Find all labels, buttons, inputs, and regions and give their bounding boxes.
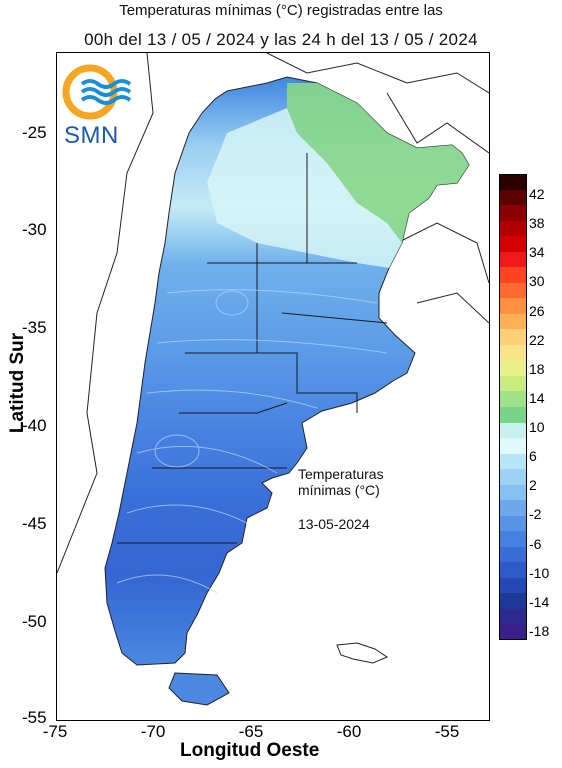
colorbar-swatch	[499, 205, 527, 222]
colorbar-swatch	[499, 313, 527, 330]
map-annotation-line2: mínimas (°C)	[298, 482, 380, 498]
x-axis-label: Longitud Oeste	[180, 740, 320, 761]
colorbar-swatch	[499, 174, 527, 191]
map-annotation-date: 13-05-2024	[298, 516, 370, 532]
colorbar-label: -10	[529, 564, 550, 581]
colorbar-swatch	[499, 220, 527, 237]
colorbar-swatch	[499, 608, 527, 625]
colorbar-swatch	[499, 546, 527, 563]
colorbar-swatch	[499, 624, 527, 641]
ytick-label: -35	[22, 318, 47, 337]
colorbar-label: 38	[529, 215, 545, 232]
colorbar-swatch	[499, 344, 527, 361]
ytick-label: -55	[22, 708, 47, 727]
map-frame	[56, 52, 490, 721]
colorbar-swatch	[499, 577, 527, 594]
y-axis-label: Latitud Sur	[7, 332, 28, 434]
ytick-label: -30	[22, 220, 47, 239]
uruguay-border-line	[416, 292, 489, 324]
colorbar-swatch	[499, 593, 527, 610]
colorbar-swatch	[499, 189, 527, 206]
colorbar-label: -2	[529, 506, 542, 523]
xtick-label: -55	[434, 722, 460, 741]
colorbar-label: 22	[529, 331, 545, 348]
colorbar-swatch	[499, 453, 527, 470]
malvinas-islands	[336, 642, 389, 664]
paraguay-border-line	[386, 92, 489, 154]
colorbar-label: 42	[529, 186, 545, 202]
north-pale-zone	[207, 108, 402, 268]
smn-logo-icon	[62, 64, 132, 120]
bolivia-border-line	[266, 53, 489, 94]
colorbar-swatch	[499, 251, 527, 268]
province-borders	[117, 153, 388, 544]
temperature-colorbar: 42 38 34 30 26 22 18 14 10 6 2 -2 -6 -10 -14 -18	[499, 174, 549, 641]
argentina-temperature-map	[57, 53, 489, 706]
ytick-label: -50	[22, 612, 47, 631]
colorbar-label: 2	[529, 477, 537, 494]
colorbar-swatch	[499, 360, 527, 377]
smn-logo-text: SMN	[64, 122, 119, 149]
colorbar-label: -14	[529, 593, 550, 610]
colorbar-swatch	[499, 236, 527, 253]
colorbar-swatch	[499, 531, 527, 548]
colorbar-label: 34	[529, 244, 545, 261]
colorbar-label: 14	[529, 389, 545, 406]
colorbar-swatch	[499, 438, 527, 455]
xtick-label: -65	[238, 722, 264, 741]
colorbar-label: -6	[529, 535, 542, 552]
colorbar-swatch	[499, 469, 527, 486]
ytick-label: -25	[22, 123, 47, 142]
colorbar-swatch	[499, 515, 527, 532]
ytick-label: -45	[22, 514, 47, 533]
xtick-label: -60	[336, 722, 362, 741]
xtick-label: -70	[140, 722, 166, 741]
colorbar-swatch	[499, 484, 527, 501]
northeast-warm-zone	[287, 83, 469, 243]
xtick-label: -75	[42, 722, 68, 741]
colorbar-label: 26	[529, 302, 545, 319]
chile-border-line	[57, 53, 154, 574]
colorbar-label: 30	[529, 273, 545, 290]
colorbar-label: -18	[529, 622, 550, 639]
colorbar-swatch	[499, 422, 527, 439]
colorbar-label: 6	[529, 448, 537, 465]
colorbar-label: 10	[529, 419, 545, 435]
colorbar-swatch	[499, 407, 527, 424]
colorbar-swatch	[499, 375, 527, 392]
map-annotation-line1: Temperaturas	[298, 466, 384, 482]
map-title-line2: 00h del 13 / 05 / 2024 y las 24 h del 13…	[84, 30, 478, 49]
isotherm-lines	[116, 289, 388, 594]
colorbar-swatch	[499, 562, 527, 579]
tierra-del-fuego	[168, 672, 230, 706]
colorbar-swatch	[499, 500, 527, 517]
colorbar-swatch	[499, 267, 527, 284]
colorbar-swatch	[499, 298, 527, 315]
colorbar-label: 18	[529, 360, 545, 377]
ytick-label: -40	[22, 416, 47, 435]
colorbar-swatch	[499, 282, 527, 299]
colorbar-swatch	[499, 329, 527, 346]
map-title-line1: Temperaturas mínimas (°C) registradas en…	[119, 2, 443, 19]
colorbar-swatch	[499, 391, 527, 408]
brazil-border-line	[396, 222, 489, 284]
